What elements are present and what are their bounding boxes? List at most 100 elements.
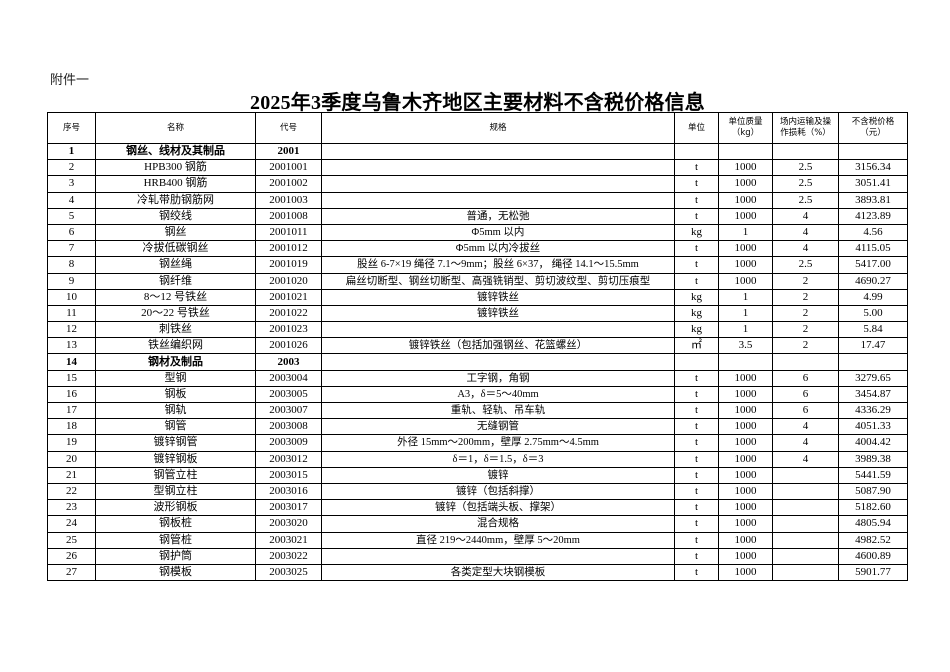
cell-no: 10 bbox=[47, 288, 96, 306]
table-row: 23 波形钢板 2003017 镀锌（包括端头板、撑架） t 1000 5182.60 bbox=[47, 499, 908, 517]
cell-code: 2001002 bbox=[255, 175, 322, 193]
cell-code: 2001023 bbox=[255, 321, 322, 339]
cell-loss: 2 bbox=[772, 272, 839, 290]
cell-loss: 6 bbox=[772, 401, 839, 420]
cell-name: 钢管立柱 bbox=[95, 466, 256, 484]
cell-unit: t bbox=[674, 482, 719, 501]
cell-spec: 镀锌 bbox=[321, 466, 675, 484]
cell-unit: t bbox=[674, 515, 719, 533]
cell-loss: 2 bbox=[772, 304, 839, 323]
cell-name: 钢护筒 bbox=[95, 547, 256, 565]
cell-no: 27 bbox=[47, 563, 96, 582]
table-row: 20 镀锌钢板 2003012 δ＝1，δ＝1.5，δ＝3 t 1000 4 3989.38 bbox=[47, 450, 908, 468]
cell-mass: 1000 bbox=[718, 434, 773, 452]
cell-price: 4690.27 bbox=[838, 272, 908, 290]
cell-code: 2001026 bbox=[255, 337, 322, 355]
page-title: 2025年3季度乌鲁木齐地区主要材料不含税价格信息 bbox=[250, 92, 705, 114]
cell-mass: 1000 bbox=[718, 466, 773, 484]
header-spec: 规格 bbox=[321, 112, 675, 144]
cell-loss bbox=[772, 531, 839, 549]
cell-code: 2003012 bbox=[255, 450, 322, 468]
cell-price: 5901.77 bbox=[838, 563, 908, 582]
table-row: 7 冷拔低碳钢丝 2001012 Φ5mm 以内冷拔丝 t 1000 4 4115.05 bbox=[47, 240, 908, 258]
cell-mass: 1000 bbox=[718, 240, 773, 258]
cell-unit: t bbox=[674, 159, 719, 177]
cell-price: 5.00 bbox=[838, 304, 908, 323]
cell-mass: 1000 bbox=[718, 563, 773, 582]
header-mass-line2: （kg） bbox=[731, 128, 760, 138]
table-row: 19 镀锌钢管 2003009 外径 15mm～200mm，壁厚 2.75mm～4.5… bbox=[47, 434, 908, 452]
cell-unit: kg bbox=[674, 223, 719, 242]
cell-name: HRB400 钢筋 bbox=[95, 175, 256, 193]
cell-unit: t bbox=[674, 401, 719, 420]
cell-mass: 1000 bbox=[718, 207, 773, 225]
cell-unit: t bbox=[674, 207, 719, 225]
table-row: 13 铁丝编织网 2001026 镀锌铁丝（包括加强钢丝、花篮螺丝）㎡ 3.5 2 17.4… bbox=[47, 337, 908, 355]
cell-no: 26 bbox=[47, 547, 96, 565]
cell-no: 2 bbox=[47, 159, 96, 177]
cell-spec: 无缝钢管 bbox=[321, 418, 675, 436]
cell-price: 17.47 bbox=[838, 337, 908, 355]
cell-name: 镀锌钢板 bbox=[95, 450, 256, 468]
cell-mass: 1000 bbox=[718, 499, 773, 517]
cell-name: 型钢立柱 bbox=[95, 482, 256, 501]
cell-mass: 3.5 bbox=[718, 337, 773, 355]
cell-loss bbox=[772, 515, 839, 533]
cell-mass: 1000 bbox=[718, 272, 773, 290]
cell-price: 4336.29 bbox=[838, 401, 908, 420]
cell-unit: t bbox=[674, 385, 719, 404]
cell-mass bbox=[718, 353, 773, 371]
price-table: 序号 名称 代号 规格 单位 单位质量 （kg） 场内运输及操 作损耗（%） 不含税… bbox=[47, 112, 908, 582]
cell-no: 4 bbox=[47, 191, 96, 209]
cell-loss: 2.5 bbox=[772, 175, 839, 193]
cell-mass bbox=[718, 142, 773, 161]
cell-spec: 普通，无松弛 bbox=[321, 207, 675, 225]
table-row: 10 8～12 号铁丝 2001021 镀锌铁丝 kg 1 2 4.99 bbox=[47, 288, 908, 306]
cell-loss: 2.5 bbox=[772, 191, 839, 209]
cell-loss: 2 bbox=[772, 337, 839, 355]
header-price-line2: （元） bbox=[860, 128, 886, 138]
cell-code: 2001001 bbox=[255, 159, 322, 177]
cell-price: 5.84 bbox=[838, 321, 908, 339]
cell-spec: Φ5mm 以内 bbox=[321, 223, 675, 242]
cell-name: 波形钢板 bbox=[95, 499, 256, 517]
cell-spec: 重轨、轻轨、吊车轨 bbox=[321, 401, 675, 420]
cell-spec: 镀锌铁丝 bbox=[321, 304, 675, 323]
cell-mass: 1 bbox=[718, 288, 773, 306]
cell-spec bbox=[321, 159, 675, 177]
cell-loss bbox=[772, 547, 839, 565]
cell-mass: 1000 bbox=[718, 369, 773, 387]
cell-unit: t bbox=[674, 531, 719, 549]
header-price-line1: 不含税价格 bbox=[851, 117, 895, 127]
cell-spec: 镀锌铁丝 bbox=[321, 288, 675, 306]
table-row: 11 20～22 号铁丝 2001022 镀锌铁丝 kg 1 2 5.00 bbox=[47, 304, 908, 323]
cell-unit: kg bbox=[674, 321, 719, 339]
cell-name: 铁丝编织网 bbox=[95, 337, 256, 355]
table-row: 8 钢丝绳 2001019 股丝 6-7×19 绳径 7.1～9mm；股丝 6×37，… bbox=[47, 256, 908, 274]
cell-name: 刺铁丝 bbox=[95, 321, 256, 339]
cell-mass: 1000 bbox=[718, 531, 773, 549]
cell-no: 7 bbox=[47, 240, 96, 258]
cell-unit: kg bbox=[674, 304, 719, 323]
header-name: 名称 bbox=[95, 112, 256, 144]
cell-price bbox=[838, 142, 908, 161]
table-body: 1 钢丝、线材及其制品 2001 2 HPB300 钢筋 2001001 t 1000 2.5 3… bbox=[47, 142, 908, 582]
cell-unit: t bbox=[674, 418, 719, 436]
cell-spec: 外径 15mm～200mm，壁厚 2.75mm～4.5mm bbox=[321, 434, 675, 452]
category-row: 1 钢丝、线材及其制品 2001 bbox=[47, 142, 908, 161]
cell-name: 20～22 号铁丝 bbox=[95, 304, 256, 323]
header-loss-line1: 场内运输及操 bbox=[779, 117, 831, 127]
cell-name: 冷轧带肋钢筋网 bbox=[95, 191, 256, 209]
cell-spec: δ＝1，δ＝1.5，δ＝3 bbox=[321, 450, 675, 468]
cell-price: 5087.90 bbox=[838, 482, 908, 501]
cell-unit bbox=[674, 142, 719, 161]
table-row: 15 型钢 2003004 工字钢，角钢 t 1000 6 3279.65 bbox=[47, 369, 908, 387]
cell-unit: t bbox=[674, 369, 719, 387]
cell-price: 3279.65 bbox=[838, 369, 908, 387]
cell-code: 2003008 bbox=[255, 418, 322, 436]
cell-name: 钢材及制品 bbox=[95, 353, 256, 371]
cell-code: 2003017 bbox=[255, 499, 322, 517]
cell-loss: 4 bbox=[772, 223, 839, 242]
cell-spec bbox=[321, 191, 675, 209]
cell-no: 25 bbox=[47, 531, 96, 549]
